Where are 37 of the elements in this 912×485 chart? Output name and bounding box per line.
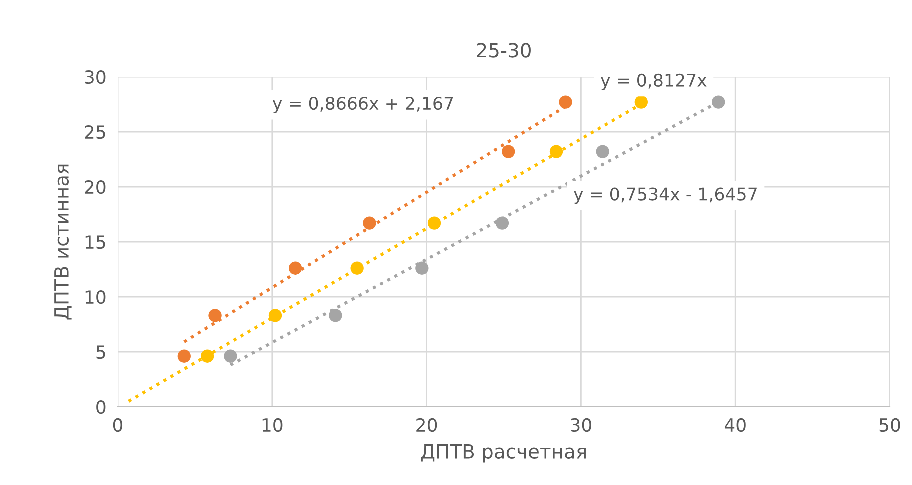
point [712,96,726,109]
y-tick-label: 5 [96,346,106,360]
point [550,145,564,158]
point [428,216,442,230]
annotation: y = 0,7534x - 1,6457 [574,188,757,204]
annotation: y = 0,8127x [601,74,707,90]
point [178,350,191,363]
x-tick-label: 30 [571,418,592,432]
x-tick-label: 40 [724,418,746,432]
point [502,145,516,158]
x-axis-title: ДПТВ расчетная [421,444,586,463]
y-tick-label: 25 [85,125,106,140]
point [559,96,572,109]
y-tick-label: 0 [96,400,106,414]
x-tick-label: 20 [416,418,438,432]
point [634,96,648,109]
x-tick-label: 10 [262,418,283,432]
point [416,262,429,275]
point [596,145,610,158]
x-tick-label: 50 [880,418,900,432]
point [288,262,302,275]
point [496,216,510,230]
y-tick-label: 30 [85,70,106,84]
y-tick-label: 15 [86,236,106,250]
point [268,309,282,322]
y-tick-label: 20 [85,180,106,194]
point [200,350,214,363]
y-axis-title: ДПТВ истинная [54,164,72,320]
point [350,262,364,275]
chart-title: 25-30 [477,43,531,58]
point [208,309,222,322]
point [363,216,376,230]
x-tick-label: 0 [113,418,123,432]
y-tick-label: 10 [86,290,106,304]
annotation: y = 0,8666x + 2,167 [272,96,454,114]
point [224,350,238,363]
point [329,309,342,322]
